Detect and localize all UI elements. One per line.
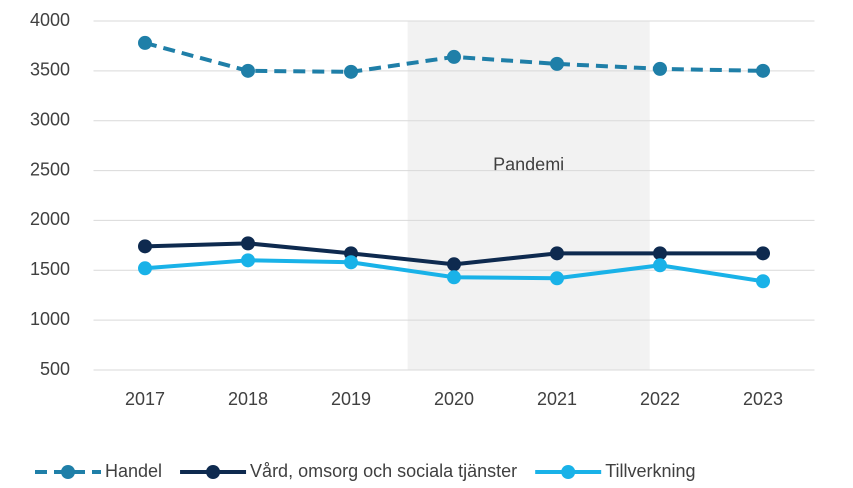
legend-marker: [206, 465, 221, 479]
x-tick-label: 2017: [125, 389, 165, 409]
y-tick-label: 3000: [30, 109, 70, 129]
data-point: [138, 239, 152, 254]
data-point: [653, 246, 667, 261]
data-point: [241, 253, 255, 268]
data-point: [241, 63, 255, 78]
x-tick-label: 2019: [331, 389, 371, 409]
data-point: [756, 246, 770, 261]
x-tick-label: 2020: [434, 389, 474, 409]
data-point: [653, 61, 667, 76]
x-tick-label: 2022: [640, 389, 680, 409]
data-point: [550, 246, 564, 261]
data-point: [241, 236, 255, 251]
x-tick-label: 2021: [537, 389, 577, 409]
legend-label: Tillverkning: [605, 461, 695, 481]
y-tick-label: 1000: [30, 309, 70, 329]
legend-label: Handel: [105, 461, 162, 481]
y-tick-label: 1500: [30, 259, 70, 279]
legend-label: Vård, omsorg och sociala tjänster: [250, 461, 517, 481]
data-point: [447, 49, 461, 64]
region-label: Pandemi: [493, 154, 564, 174]
legend-marker: [61, 465, 75, 479]
y-tick-label: 2000: [30, 209, 70, 229]
data-point: [756, 274, 770, 289]
data-point: [447, 270, 461, 285]
data-point: [138, 261, 152, 276]
x-tick-label: 2023: [743, 389, 783, 409]
y-tick-label: 2500: [30, 159, 70, 179]
data-point: [653, 258, 667, 273]
data-point: [447, 257, 461, 272]
legend-marker: [561, 465, 576, 479]
y-tick-label: 500: [40, 359, 70, 379]
data-point: [344, 64, 358, 79]
x-tick-label: 2018: [228, 389, 268, 409]
y-tick-label: 3500: [30, 60, 70, 80]
y-tick-label: 4000: [30, 10, 70, 30]
shaded-region: [407, 21, 650, 370]
data-point: [550, 56, 564, 71]
data-point: [138, 35, 152, 50]
data-point: [550, 271, 564, 286]
data-point: [756, 63, 770, 78]
data-point: [344, 255, 358, 270]
